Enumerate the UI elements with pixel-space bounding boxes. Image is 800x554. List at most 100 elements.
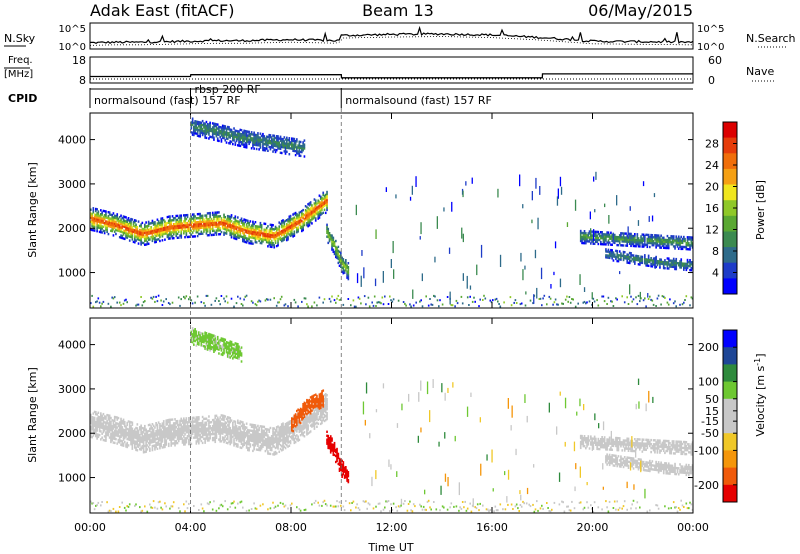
range-time-cell <box>218 420 220 423</box>
range-time-cell <box>191 217 194 220</box>
range-time-cell <box>110 432 112 436</box>
range-time-cell <box>98 224 101 228</box>
range-time-cell <box>157 224 160 227</box>
range-time-cell <box>126 222 129 225</box>
range-time-cell <box>107 428 110 431</box>
range-time-cell <box>319 195 322 198</box>
range-time-cell <box>181 419 184 422</box>
range-time-cell <box>96 421 98 424</box>
range-time-cell <box>93 428 96 431</box>
range-time-cell <box>302 222 304 226</box>
range-time-cell <box>184 220 186 223</box>
range-time-cell <box>186 423 189 426</box>
ground-scatter-cell <box>451 304 454 307</box>
range-time-cell <box>657 236 660 239</box>
range-time-cell <box>229 432 232 436</box>
range-time-cell <box>631 240 634 244</box>
range-time-cell <box>275 230 278 234</box>
range-time-cell <box>146 448 149 451</box>
range-time-cell <box>176 427 179 431</box>
range-time-cell <box>268 436 271 439</box>
range-time-cell <box>191 225 194 228</box>
range-time-cell <box>151 434 154 438</box>
range-time-cell <box>644 258 646 261</box>
range-time-cell <box>265 238 268 242</box>
range-time-cell <box>100 221 102 224</box>
range-time-cell <box>332 238 335 241</box>
range-time-cell <box>588 238 591 241</box>
range-time-cell <box>130 225 132 229</box>
range-time-cell <box>252 228 254 231</box>
range-time-cell <box>232 423 234 427</box>
range-time-cell <box>177 425 180 429</box>
ground-scatter-cell <box>313 301 316 304</box>
range-time-cell <box>292 438 294 441</box>
range-time-cell <box>161 440 164 443</box>
ground-scatter-cell <box>185 295 188 298</box>
range-time-cell <box>238 234 240 237</box>
range-time-cell <box>155 228 157 232</box>
range-time-cell <box>628 238 631 241</box>
range-time-cell <box>118 236 121 239</box>
range-time-cell <box>288 420 291 424</box>
sporadic-echo-cell <box>648 216 650 222</box>
range-time-cell <box>177 427 180 431</box>
range-time-cell <box>264 139 267 142</box>
range-time-cell <box>245 223 248 226</box>
range-time-cell <box>106 429 108 433</box>
range-time-cell <box>244 226 247 230</box>
range-time-cell <box>240 221 243 224</box>
range-time-cell <box>159 447 161 450</box>
range-time-cell <box>152 424 155 427</box>
range-time-cell <box>198 434 200 437</box>
range-time-cell <box>613 235 616 239</box>
range-time-cell <box>235 437 238 440</box>
range-time-cell <box>160 217 162 220</box>
range-time-cell <box>238 431 240 435</box>
range-time-cell <box>286 226 288 230</box>
range-time-cell <box>235 443 238 446</box>
range-time-cell <box>616 251 619 255</box>
range-time-cell <box>145 444 147 447</box>
range-time-cell <box>130 221 132 225</box>
range-time-cell <box>230 228 233 231</box>
range-time-cell <box>150 439 152 442</box>
range-time-cell <box>150 228 152 231</box>
range-time-cell <box>249 443 252 446</box>
range-time-cell <box>239 229 242 232</box>
range-time-cell <box>180 222 183 225</box>
range-time-cell <box>220 217 223 220</box>
range-time-cell <box>233 229 235 232</box>
ground-scatter-cell <box>514 299 517 302</box>
range-time-cell <box>606 233 608 236</box>
range-time-cell <box>176 419 179 423</box>
range-time-cell <box>189 221 191 224</box>
range-time-cell <box>206 230 209 233</box>
range-time-cell <box>155 430 157 433</box>
range-time-cell <box>273 244 276 247</box>
range-time-cell <box>151 432 154 436</box>
range-time-cell <box>664 238 666 242</box>
range-time-cell <box>607 243 610 246</box>
range-time-cell <box>288 422 291 426</box>
range-time-cell <box>686 238 689 241</box>
range-time-cell <box>201 441 204 445</box>
range-time-cell <box>273 234 276 237</box>
range-time-cell <box>639 245 641 248</box>
range-time-cell <box>265 432 268 435</box>
range-time-cell <box>630 244 632 248</box>
range-time-cell <box>179 224 181 227</box>
range-time-cell <box>120 218 122 221</box>
noise-left-tick-bottom: 10^0 <box>59 42 86 53</box>
range-time-cell <box>333 244 336 248</box>
range-time-cell <box>216 430 219 433</box>
range-time-cell <box>278 436 281 439</box>
power-heatmap <box>90 117 694 308</box>
sporadic-echo-cell <box>361 250 363 256</box>
range-time-cell <box>297 439 299 442</box>
range-time-cell <box>142 449 145 452</box>
range-time-cell <box>581 239 583 243</box>
range-time-cell <box>147 236 150 239</box>
range-time-cell <box>140 436 142 439</box>
range-time-cell <box>286 426 288 429</box>
